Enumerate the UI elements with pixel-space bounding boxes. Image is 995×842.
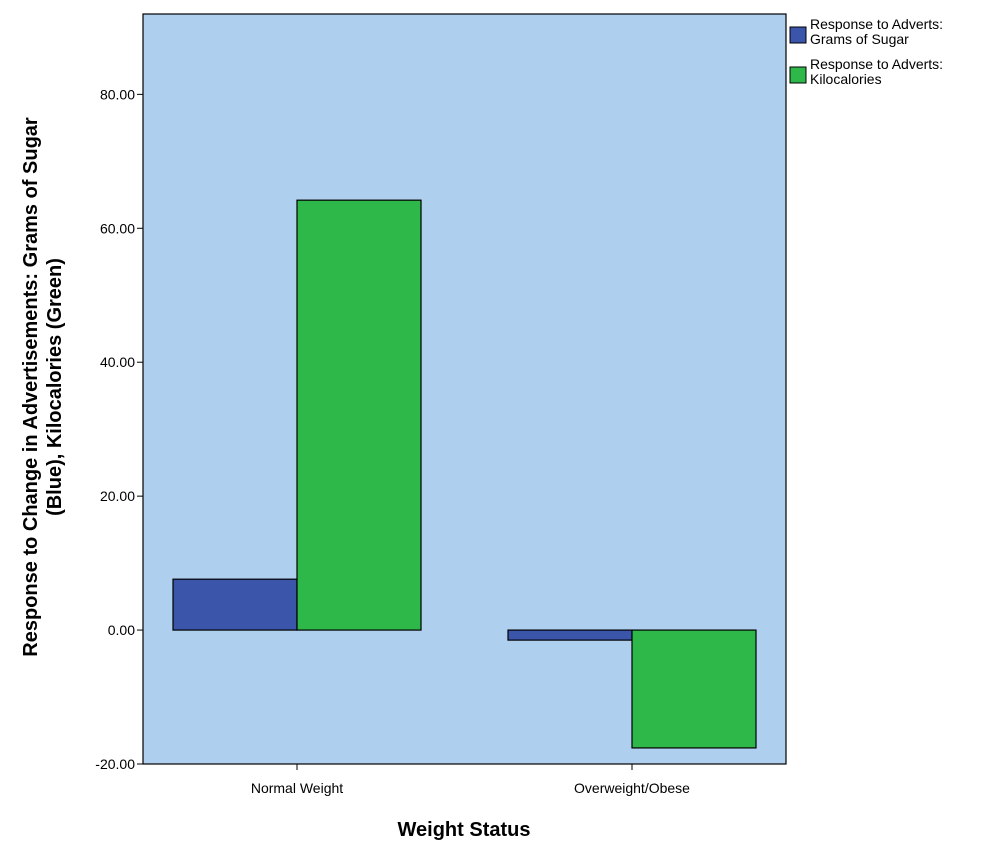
y-tick-label: 20.00 bbox=[100, 488, 135, 504]
y-tick-label: 60.00 bbox=[100, 220, 135, 236]
legend-swatch bbox=[789, 26, 807, 44]
legend-label: Response to Adverts: bbox=[810, 56, 943, 72]
legend: Response to Adverts:Grams of SugarRespon… bbox=[789, 16, 943, 87]
y-tick-label: -20.00 bbox=[95, 756, 135, 772]
y-tick-label: 80.00 bbox=[100, 86, 135, 102]
y-axis: -20.00 0.00 20.00 40.00 60.00 80.00 bbox=[95, 86, 143, 772]
bars bbox=[172, 199, 757, 749]
bar-kilocalories-normal-weight bbox=[296, 199, 422, 631]
legend-label: Response to Adverts: bbox=[810, 16, 943, 32]
bar-kilocalories-overweight-obese bbox=[631, 629, 757, 749]
x-category-label: Overweight/Obese bbox=[574, 780, 690, 796]
x-axis: Normal Weight Overweight/Obese bbox=[251, 764, 690, 796]
legend-swatch bbox=[789, 66, 807, 84]
y-axis-title-line-2: (Blue), Kilocalories (Green) bbox=[44, 258, 66, 516]
bar-sugar-normal-weight bbox=[172, 578, 298, 631]
y-tick-label: 0.00 bbox=[108, 622, 135, 638]
legend-label: Grams of Sugar bbox=[810, 31, 909, 47]
y-axis-title: Response to Change in Advertisements: Gr… bbox=[20, 117, 66, 657]
y-axis-title-line-1: Response to Change in Advertisements: Gr… bbox=[20, 117, 42, 657]
x-category-label: Normal Weight bbox=[251, 780, 343, 796]
y-tick-label: 40.00 bbox=[100, 354, 135, 370]
legend-label: Kilocalories bbox=[810, 71, 882, 87]
bar-sugar-overweight-obese bbox=[507, 629, 633, 641]
x-axis-title: Weight Status bbox=[398, 819, 531, 841]
